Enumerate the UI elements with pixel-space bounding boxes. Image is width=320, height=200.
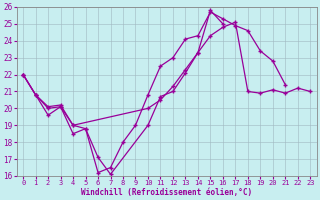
X-axis label: Windchill (Refroidissement éolien,°C): Windchill (Refroidissement éolien,°C) (81, 188, 252, 197)
